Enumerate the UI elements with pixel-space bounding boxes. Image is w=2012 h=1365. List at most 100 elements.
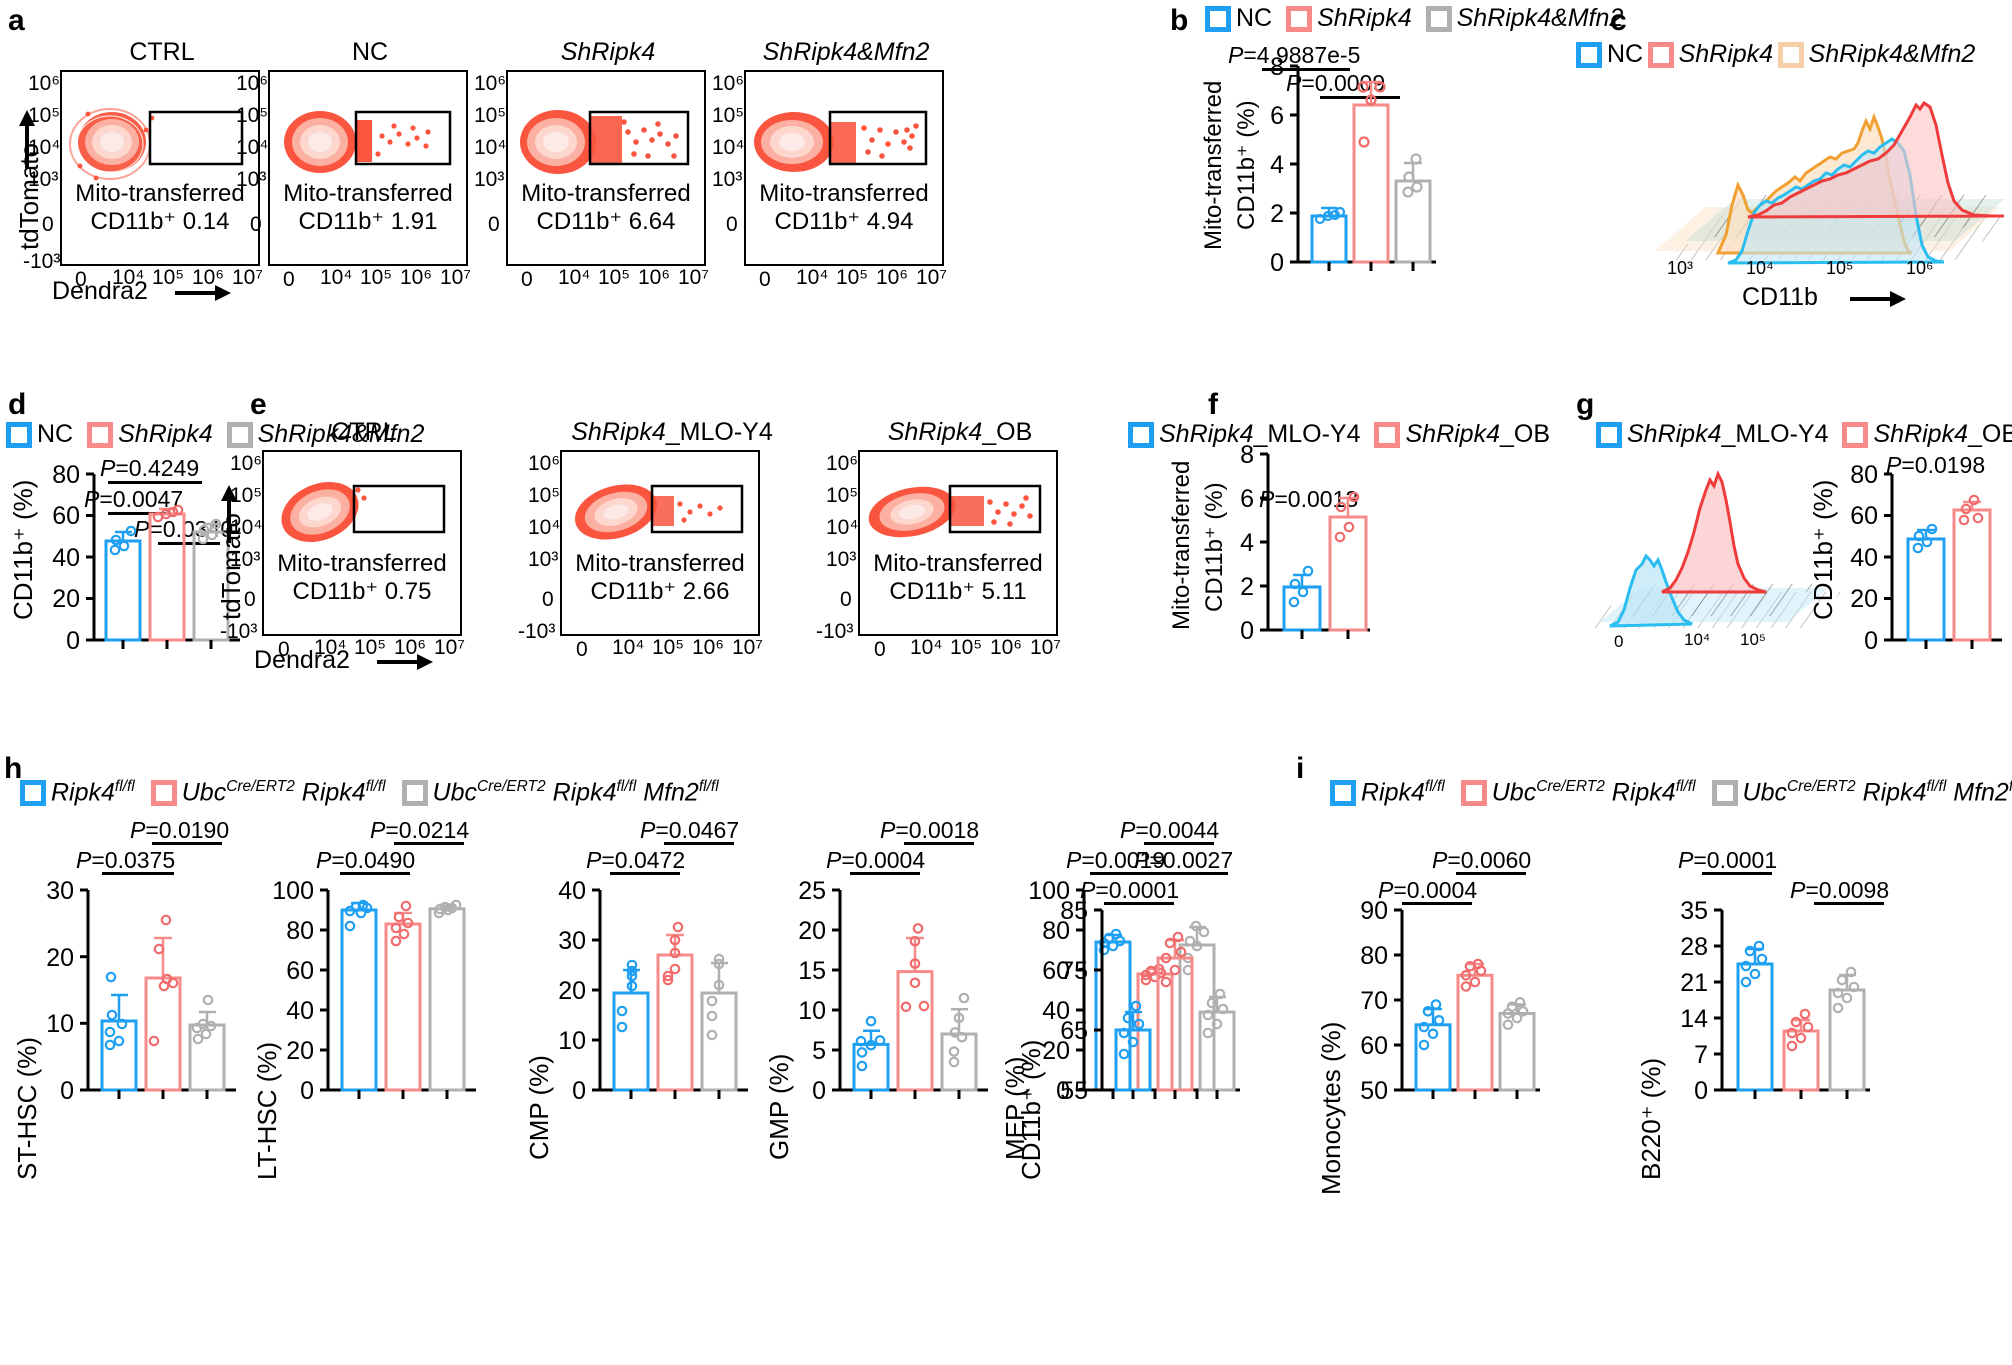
- panel-e-ytick-2-5: -10³: [816, 620, 854, 643]
- panel-e-xtick-0-0: 0: [278, 638, 290, 661]
- panel-a-gate-text-1b: CD11b⁺ 1.91: [298, 208, 438, 235]
- panel-a-xtick-0-3: 10⁶: [192, 266, 225, 289]
- flow-gate-e0: [352, 484, 446, 534]
- panel-a-gate-text-1a: Mito-transferred: [283, 180, 453, 207]
- panel-e-ytick-1-5: -10³: [518, 620, 556, 643]
- panel-i1-ytitle: Monocytes (%): [1316, 1021, 1346, 1195]
- panel-h4-pvalue-1: P=0.0044: [1120, 817, 1220, 843]
- panel-a-xtick-2-2: 10⁵: [598, 266, 631, 289]
- svg-text:0: 0: [572, 1077, 586, 1105]
- panel-h1-pvalue-0: P=0.0490: [316, 847, 416, 873]
- panel-c-histogram: [1655, 100, 2012, 265]
- panel-c-xtick-0: 10³: [1667, 258, 1694, 278]
- svg-text:50: 50: [1360, 1077, 1388, 1105]
- svg-text:60: 60: [1042, 957, 1070, 985]
- panel-h0-pbracket-1: [152, 842, 222, 845]
- panel-h4-pbracket-0: [1090, 872, 1160, 875]
- svg-text:0: 0: [1694, 1077, 1708, 1105]
- panel-c-xtick-3: 10⁶: [1906, 258, 1934, 278]
- panel-a-xtick-2-3: 10⁶: [638, 266, 671, 289]
- panel-e-plot-title-1: ShRipk4_MLO-Y4: [562, 418, 782, 447]
- svg-text:65: 65: [1060, 1017, 1088, 1045]
- panel-b-legend-item-1: ShRipk4: [1286, 4, 1412, 33]
- panel-b-legend-label-0: NC: [1236, 4, 1273, 32]
- panel-f-legend-label-1-i: ShRipk4: [1405, 420, 1500, 448]
- svg-text:20: 20: [798, 917, 826, 945]
- legend-swatch-blue-icon: [1576, 41, 1602, 68]
- svg-text:40: 40: [286, 997, 314, 1025]
- panel-h1-ytitle-wrap: LT-HSC (%): [252, 1042, 390, 1211]
- flow-gate-0: [148, 110, 244, 166]
- panel-i-legend: Ripk4fl/fl UbcCre/ERT2 Ripk4fl/fl UbcCre…: [1330, 778, 2012, 807]
- panel-d-legend: NC ShRipk4 ShRipk4&Mfn2: [6, 420, 424, 449]
- svg-text:21: 21: [1680, 969, 1708, 997]
- svg-text:4: 4: [1270, 151, 1284, 179]
- panel-label-e: e: [250, 388, 267, 421]
- panel-e-xtick-0-4: 10⁷: [434, 636, 465, 659]
- panel-d-pbracket-0: [108, 481, 202, 484]
- flow-gate-e1: [650, 484, 744, 534]
- svg-text:30: 30: [558, 927, 586, 955]
- panel-e-xtick-2-1: 10⁴: [910, 636, 943, 659]
- panel-i0-ytitle: CD11b⁺ (%): [1016, 1039, 1046, 1180]
- panel-b-legend-label-2: ShRipk4&Mfn2: [1456, 4, 1624, 32]
- panel-h1-pbracket-1: [394, 842, 464, 845]
- panel-i2-ytitle: B220⁺ (%): [1636, 1057, 1666, 1180]
- panel-i-chart-1: 90 80 70 60 50: [1360, 897, 1540, 1105]
- panel-i2-pbracket-1: [1814, 902, 1884, 905]
- svg-text:100: 100: [1028, 877, 1070, 905]
- legend-swatch-gray-icon: [401, 779, 428, 806]
- panel-a-ytick-0-5: -10³: [23, 250, 61, 273]
- panel-a-xtick-1-1: 10⁴: [320, 266, 353, 289]
- svg-text:40: 40: [1042, 997, 1070, 1025]
- panel-h-chart-1: 100 80 60 40 20 0: [272, 877, 476, 1105]
- panel-f-ytitle-1: Mito-transferred: [1168, 460, 1195, 630]
- panel-h-legend-label-2-sup2: fl/fl: [616, 778, 637, 795]
- panel-a-xtick-0-2: 10⁵: [152, 266, 185, 289]
- panel-d-pbracket-1: [108, 512, 170, 515]
- panel-a-gate-text-2a: Mito-transferred: [521, 180, 691, 207]
- panel-a-ytick-2-0: 10⁶: [474, 72, 507, 95]
- svg-text:10: 10: [798, 997, 826, 1025]
- legend-swatch-gray-icon: [1425, 5, 1452, 32]
- svg-text:60: 60: [1360, 1032, 1388, 1060]
- svg-text:8: 8: [1270, 53, 1284, 81]
- panel-e-xarrow-icon: [377, 654, 433, 670]
- panel-e-gate-text-1b: CD11b⁺ 2.66: [590, 578, 730, 605]
- panel-i-legend-label-1-base2: Ripk4: [1611, 778, 1676, 807]
- panel-a-plot-title-1: NC: [351, 38, 389, 66]
- panel-b-chart: 8 6 4 2 0: [1270, 53, 1436, 277]
- panel-i1-pvalue-0: P=0.0004: [1378, 877, 1478, 903]
- panel-h-legend-item-2: UbcCre/ERT2 Ripk4fl/fl Mfn2fl/fl: [401, 778, 719, 807]
- panel-h2-pvalue-1: P=0.0467: [640, 817, 740, 843]
- panel-c-xtick-2: 10⁵: [1826, 258, 1854, 278]
- svg-text:15: 15: [798, 957, 826, 985]
- panel-e-ytick-0-4: 0: [244, 588, 256, 611]
- svg-text:20: 20: [286, 1037, 314, 1065]
- panel-b-legend-label-1: ShRipk4: [1317, 4, 1412, 32]
- legend-swatch-red-icon: [1374, 421, 1401, 448]
- panel-h-legend-label-2-base: Ubc: [432, 778, 477, 807]
- panel-h3-pbracket-1: [904, 842, 974, 845]
- panel-d-legend-item-1: ShRipk4: [87, 420, 213, 449]
- svg-text:60: 60: [286, 957, 314, 985]
- panel-a-ytick-3-3: 10³: [712, 168, 743, 191]
- legend-swatch-red-icon: [150, 779, 177, 806]
- panel-f-legend-label-0-i: ShRipk4: [1159, 420, 1254, 448]
- panel-h-legend-label-1-base: Ubc: [181, 778, 227, 807]
- panel-b-legend-item-2: ShRipk4&Mfn2: [1425, 4, 1624, 33]
- panel-a-xtick-3-2: 10⁵: [836, 266, 869, 289]
- svg-text:80: 80: [52, 461, 80, 489]
- svg-text:20: 20: [1042, 1037, 1070, 1065]
- panel-h-legend-label-2-sup3: fl/fl: [698, 778, 719, 795]
- panel-g-legend-label-0-i: ShRipk4: [1627, 420, 1722, 448]
- legend-swatch-blue-icon: [1205, 5, 1231, 32]
- panel-e-plot-title-2-plain: _OB: [982, 418, 1033, 446]
- panel-a-xtick-1-2: 10⁵: [360, 266, 393, 289]
- panel-label-d: d: [8, 388, 27, 421]
- panel-c-legend-label-2: ShRipk4&Mfn2: [1808, 40, 1976, 68]
- panel-i-chart-2: 35 28 21 14 7 0: [1680, 897, 1870, 1105]
- panel-h1-pbracket-0: [340, 872, 410, 875]
- panel-e-ytick-1-0: 10⁶: [528, 452, 561, 475]
- panel-h0-pvalue-1: P=0.0190: [130, 817, 230, 843]
